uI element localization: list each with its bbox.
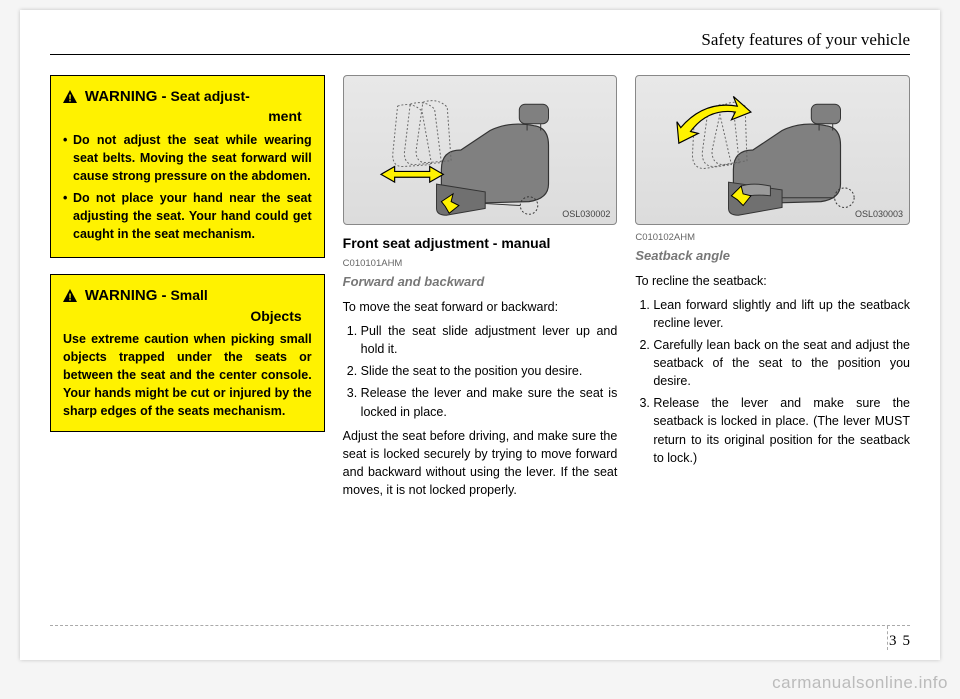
warning-icon: ! <box>63 88 77 108</box>
watermark: carmanualsonline.info <box>772 673 948 693</box>
figure-seat-fwd-back: OSL030002 <box>343 75 618 225</box>
step-item: Slide the seat to the position you desir… <box>361 362 618 380</box>
step-item: Pull the seat slide adjustment lever up … <box>361 322 618 358</box>
step-item: Release the lever and make sure the seat… <box>361 384 618 420</box>
page-number: 3 5 <box>889 633 910 650</box>
footer-dashed-line <box>50 625 910 626</box>
header-title: Safety features of your vehicle <box>701 30 910 49</box>
figure-code: OSL030002 <box>562 208 610 221</box>
section-code: C010101AHM <box>343 257 618 271</box>
step-item: Lean forward slightly and lift up the se… <box>653 296 910 332</box>
column-2: OSL030002 Front seat adjustment - manual… <box>343 75 618 505</box>
column-1: ! WARNING - Seat adjust- ment Do not adj… <box>50 75 325 505</box>
warning-title: ! WARNING - Seat adjust- ment <box>63 86 312 127</box>
warning-body: Do not adjust the seat while wearing sea… <box>63 131 312 244</box>
warning-subject-line-1: Small <box>170 287 207 303</box>
footer-dashed-divider <box>887 626 888 650</box>
warning-box-seat-adjustment: ! WARNING - Seat adjust- ment Do not adj… <box>50 75 325 258</box>
page-num-section: 3 <box>889 633 897 650</box>
seat-illustration <box>344 76 617 224</box>
section-subtitle: Seatback angle <box>635 247 910 266</box>
warning-icon: ! <box>63 287 77 307</box>
figure-seatback-angle: OSL030003 <box>635 75 910 225</box>
warning-body: Use extreme caution when picking small o… <box>63 330 312 421</box>
page-num-page: 5 <box>903 633 911 650</box>
warning-label: WARNING - <box>85 287 167 304</box>
page-header: Safety features of your vehicle <box>50 30 910 55</box>
step-item: Release the lever and make sure the seat… <box>653 394 910 467</box>
step-list: Pull the seat slide adjustment lever up … <box>343 322 618 421</box>
outro-text: Adjust the seat before driving, and make… <box>343 427 618 500</box>
section-subtitle: Forward and backward <box>343 273 618 292</box>
figure-code: OSL030003 <box>855 208 903 221</box>
intro-text: To move the seat forward or backward: <box>343 298 618 316</box>
warning-title: ! WARNING - Small Objects <box>63 285 312 326</box>
warning-box-small-objects: ! WARNING - Small Objects Use extreme ca… <box>50 274 325 431</box>
svg-text:!: ! <box>68 293 71 303</box>
column-3: OSL030003 C010102AHM Seatback angle To r… <box>635 75 910 505</box>
warning-bullet: Do not adjust the seat while wearing sea… <box>63 131 312 185</box>
seat-illustration <box>636 76 909 224</box>
step-item: Carefully lean back on the seat and adju… <box>653 336 910 390</box>
step-list: Lean forward slightly and lift up the se… <box>635 296 910 467</box>
section-title: Front seat adjustment - manual <box>343 233 618 253</box>
intro-text: To recline the seatback: <box>635 272 910 290</box>
warning-subject-line-2: Objects <box>63 306 302 326</box>
warning-subject-line-2: ment <box>63 106 302 126</box>
section-code: C010102AHM <box>635 231 910 245</box>
warning-label: WARNING - <box>85 88 167 105</box>
manual-page: Safety features of your vehicle ! WARNIN… <box>20 10 940 660</box>
warning-bullet: Do not place your hand near the seat adj… <box>63 189 312 243</box>
content-columns: ! WARNING - Seat adjust- ment Do not adj… <box>50 75 910 505</box>
svg-text:!: ! <box>68 94 71 104</box>
warning-subject-line-1: Seat adjust- <box>170 88 249 104</box>
